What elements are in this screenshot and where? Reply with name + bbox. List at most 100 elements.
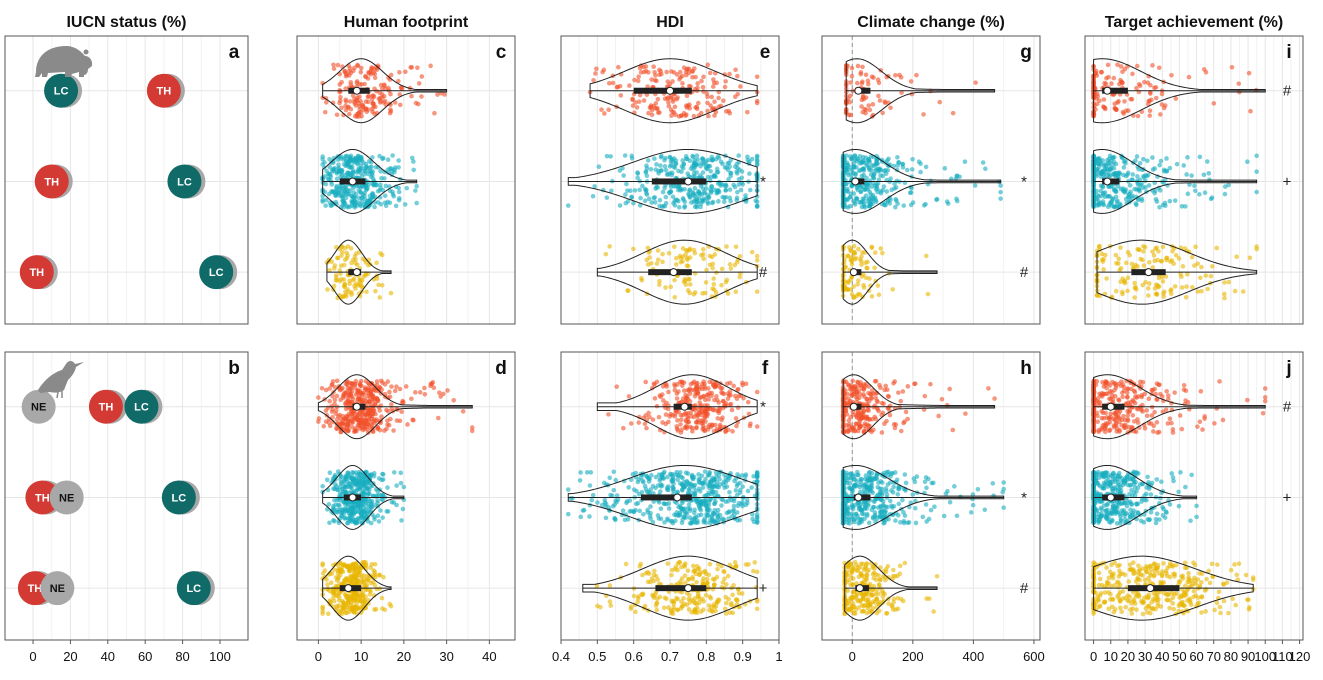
data-point: [983, 166, 988, 171]
data-point: [346, 422, 351, 427]
data-point: [691, 155, 696, 160]
data-point: [672, 295, 677, 300]
data-point: [893, 197, 898, 202]
data-point: [349, 602, 354, 607]
data-point: [360, 417, 365, 422]
data-point: [884, 171, 889, 176]
data-point: [612, 516, 617, 521]
data-point: [674, 262, 679, 267]
data-point: [604, 252, 609, 257]
data-point: [955, 173, 960, 178]
data-point: [724, 611, 729, 616]
data-point: [843, 265, 848, 270]
data-point: [842, 256, 847, 261]
data-point: [669, 573, 674, 578]
data-point: [733, 185, 738, 190]
data-point: [685, 67, 690, 72]
panel-label: f: [762, 358, 769, 379]
data-point: [644, 64, 649, 69]
data-point: [695, 381, 700, 386]
data-point: [755, 154, 760, 159]
data-point: [360, 593, 365, 598]
data-point: [383, 193, 388, 198]
data-point: [335, 378, 340, 383]
data-point: [652, 569, 657, 574]
data-point: [752, 560, 757, 565]
data-point: [682, 564, 687, 569]
data-point: [375, 498, 380, 503]
data-point: [936, 414, 941, 419]
data-point: [695, 520, 700, 525]
data-point: [361, 105, 366, 110]
data-point: [659, 72, 664, 77]
data-point: [855, 282, 860, 287]
data-point: [721, 569, 726, 574]
data-point: [346, 428, 351, 433]
data-point: [396, 186, 401, 191]
data-point: [852, 392, 857, 397]
data-point: [669, 69, 674, 74]
iqr-box: [634, 88, 692, 94]
data-point: [566, 203, 571, 208]
data-point: [591, 493, 596, 498]
data-point: [743, 474, 748, 479]
data-point: [755, 258, 760, 263]
data-point: [658, 489, 663, 494]
data-point: [690, 473, 695, 478]
data-point: [375, 427, 380, 432]
data-point: [404, 186, 409, 191]
data-point: [730, 611, 735, 616]
data-point: [372, 517, 377, 522]
data-point: [707, 254, 712, 259]
status-label: LC: [209, 267, 224, 279]
data-point: [441, 392, 446, 397]
data-point: [359, 163, 364, 168]
panel-label: b: [228, 358, 240, 379]
data-point: [637, 509, 642, 514]
data-point: [739, 175, 744, 180]
data-point: [664, 412, 669, 417]
data-point: [566, 487, 571, 492]
data-point: [914, 73, 919, 78]
median-point: [667, 87, 674, 94]
data-point: [706, 386, 711, 391]
data-point: [666, 484, 671, 489]
data-point: [712, 282, 717, 287]
data-point: [909, 79, 914, 84]
data-point: [335, 510, 340, 515]
data-point: [667, 191, 672, 196]
data-point: [735, 196, 740, 201]
data-point: [618, 203, 623, 208]
data-point: [652, 381, 657, 386]
data-point: [716, 494, 721, 499]
data-point: [674, 470, 679, 475]
data-point: [351, 567, 356, 572]
data-point: [651, 64, 656, 69]
data-point: [849, 249, 854, 254]
data-point: [613, 478, 618, 483]
data-point: [352, 190, 357, 195]
data-point: [725, 511, 730, 516]
data-point: [339, 168, 344, 173]
data-point: [883, 101, 888, 106]
data-point: [973, 183, 978, 188]
data-point: [867, 166, 872, 171]
data-point: [341, 157, 346, 162]
data-point: [755, 289, 760, 294]
data-point: [608, 583, 613, 588]
data-point: [354, 518, 359, 523]
data-point: [660, 420, 665, 425]
data-point: [399, 409, 404, 414]
data-point: [649, 261, 654, 266]
data-point: [940, 397, 945, 402]
data-point: [852, 244, 857, 249]
data-point: [918, 161, 923, 166]
data-point: [693, 186, 698, 191]
data-point: [692, 66, 697, 71]
data-point: [640, 490, 645, 495]
data-point: [602, 111, 607, 116]
data-point: [721, 580, 726, 585]
data-point: [843, 204, 848, 209]
data-point: [971, 503, 976, 508]
data-point: [700, 474, 705, 479]
